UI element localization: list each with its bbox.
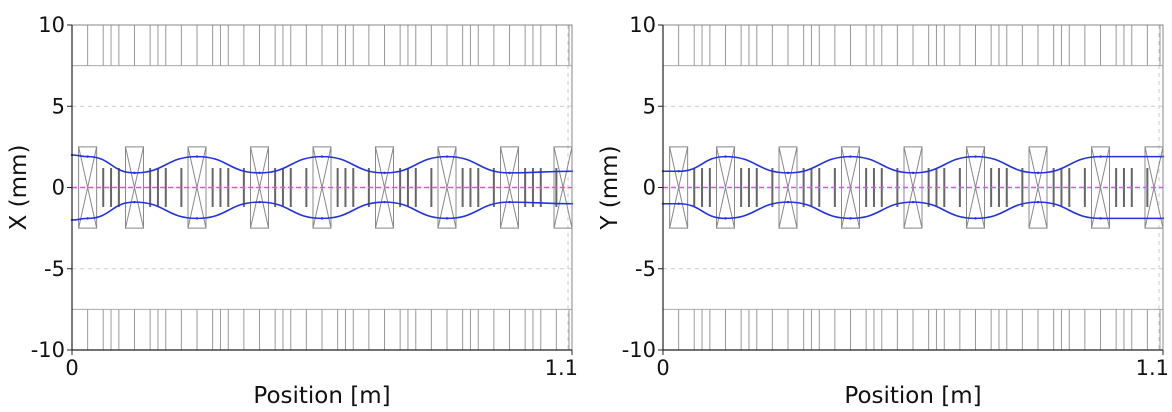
- envelope-point: [508, 200, 511, 204]
- quadrupole-box: [125, 146, 144, 229]
- y-axis-title: X (mm): [6, 145, 32, 231]
- y-tick-label: 0: [52, 176, 65, 200]
- quadrupole-cross: [437, 146, 457, 229]
- envelope-point: [133, 171, 136, 175]
- x-axis-title: Position [m]: [253, 383, 390, 409]
- y-tick-label: -10: [31, 338, 65, 362]
- envelope-point: [724, 155, 727, 158]
- quadrupole-cross: [500, 146, 519, 229]
- quadrupole-cross: [1028, 146, 1048, 229]
- quadrupole-mark: [716, 146, 735, 229]
- y-tick-label: -5: [635, 257, 656, 281]
- envelope-upper-line: [71, 154, 573, 174]
- envelope-upper-line: [662, 155, 1163, 174]
- envelope-point: [911, 200, 915, 204]
- envelope-point: [677, 202, 680, 205]
- envelope-point: [383, 200, 386, 204]
- envelope-point: [974, 217, 977, 220]
- quadrupole-mark: [437, 146, 457, 229]
- envelope-point: [677, 170, 680, 173]
- envelope-point: [508, 171, 511, 175]
- quadrupole-mark: [669, 146, 689, 229]
- envelope-point: [195, 155, 199, 158]
- x-tick-label: 1.1: [545, 356, 578, 380]
- y-tick-label: -10: [622, 338, 656, 362]
- envelope-point: [1036, 171, 1040, 175]
- envelope-point: [1036, 200, 1040, 204]
- envelope-point: [133, 200, 136, 204]
- y-tick-label: 0: [643, 176, 656, 200]
- envelope-point: [445, 217, 449, 220]
- envelope-point: [258, 171, 261, 175]
- envelope-point: [86, 155, 89, 158]
- quadrupole-cross: [125, 146, 144, 229]
- envelope-point: [258, 200, 261, 204]
- y-tick-label: 5: [643, 94, 656, 118]
- y-tick-label: -5: [44, 257, 65, 281]
- envelope-point: [1099, 155, 1102, 158]
- quadrupole-cross: [669, 146, 689, 229]
- envelope-point: [86, 217, 89, 220]
- envelope-point: [195, 217, 199, 220]
- y-tick-label: 10: [629, 13, 656, 37]
- envelope-point: [724, 217, 727, 220]
- envelope-lower-line: [663, 201, 1163, 220]
- x-tick-label: 1.1: [1136, 356, 1169, 380]
- quadrupole-mark: [500, 146, 519, 229]
- x-tick-label: 0: [65, 356, 78, 380]
- envelope-point: [320, 217, 324, 220]
- y-tick-label: 5: [52, 94, 65, 118]
- y-axis-title: Y (mm): [597, 145, 623, 230]
- x-axis-title: Position [m]: [844, 383, 981, 409]
- envelope-point: [849, 217, 852, 220]
- envelope-point: [786, 171, 790, 175]
- envelope-point: [320, 155, 324, 158]
- quadrupole-cross: [1091, 146, 1110, 229]
- envelope-point: [383, 171, 386, 175]
- envelope-point: [786, 200, 790, 204]
- quadrupole-cross: [78, 146, 98, 229]
- envelope-lower-line: [71, 201, 573, 221]
- envelope-point: [911, 171, 915, 175]
- envelope-point: [1099, 217, 1102, 220]
- x-tick-label: 0: [656, 356, 669, 380]
- envelope-point: [849, 155, 852, 158]
- quadrupole-mark: [125, 146, 144, 229]
- envelope-point: [445, 155, 449, 158]
- quadrupole-box: [716, 146, 735, 229]
- envelope-point: [974, 155, 977, 158]
- y-tick-label: 10: [38, 13, 65, 37]
- quadrupole-cross: [716, 146, 735, 229]
